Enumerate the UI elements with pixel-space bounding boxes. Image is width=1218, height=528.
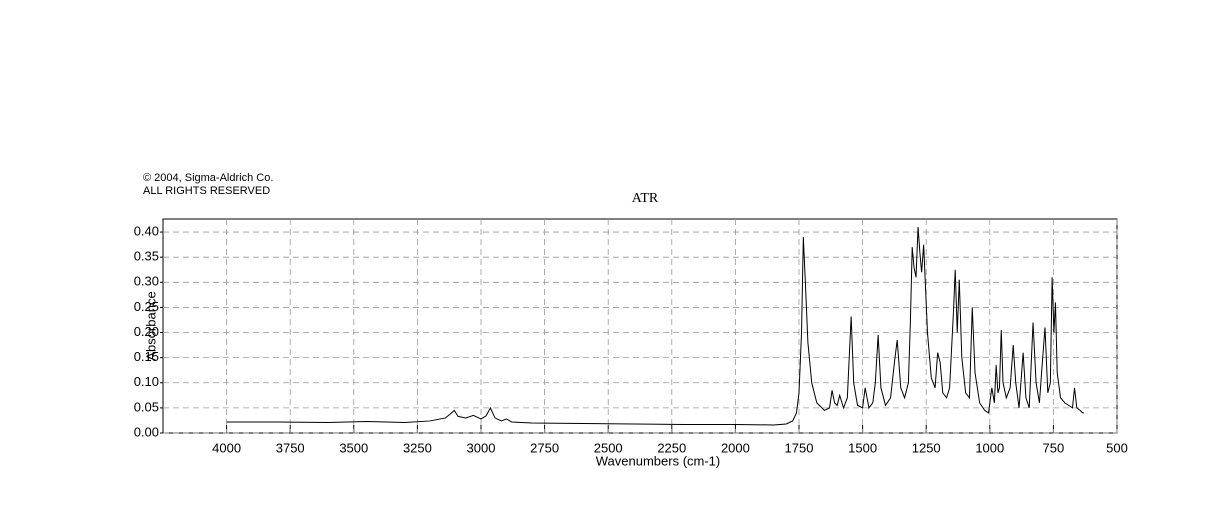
x-tick-label: 2750 — [530, 440, 559, 455]
y-tick-label: 0.30 — [134, 274, 159, 289]
x-tick-label: 1000 — [975, 440, 1004, 455]
x-tick-label: 3750 — [276, 440, 305, 455]
x-tick-label: 1750 — [785, 440, 814, 455]
y-tick-label: 0.25 — [134, 299, 159, 314]
y-tick-label: 0.15 — [134, 349, 159, 364]
y-tick-label: 0.00 — [134, 424, 159, 439]
x-tick-label: 3500 — [339, 440, 368, 455]
x-tick-label: 3250 — [403, 440, 432, 455]
y-tick-label: 0.40 — [134, 223, 159, 238]
y-tick-label: 0.05 — [134, 399, 159, 414]
chart-title: ATR — [632, 191, 659, 206]
x-tick-label: 2000 — [721, 440, 750, 455]
y-axis-label: Absorbance — [143, 291, 158, 360]
x-tick-label: 2250 — [657, 440, 686, 455]
y-tick-label: 0.20 — [134, 324, 159, 339]
x-tick-label: 1250 — [912, 440, 941, 455]
x-tick-label: 3000 — [467, 440, 496, 455]
x-axis-label: Wavenumbers (cm-1) — [596, 453, 720, 468]
x-tick-label: 500 — [1106, 440, 1128, 455]
plot-frame — [162, 218, 1118, 434]
x-tick-label: 750 — [1043, 440, 1065, 455]
x-tick-label: 4000 — [212, 440, 241, 455]
spectrum-line — [226, 227, 1084, 426]
x-tick-label: 2500 — [594, 440, 623, 455]
y-tick-label: 0.10 — [134, 374, 159, 389]
copyright-line: © 2004, Sigma-Aldrich Co. — [143, 172, 273, 184]
copyright-line: ALL RIGHTS RESERVED — [143, 185, 270, 197]
x-tick-label: 1500 — [848, 440, 877, 455]
y-tick-label: 0.35 — [134, 249, 159, 264]
